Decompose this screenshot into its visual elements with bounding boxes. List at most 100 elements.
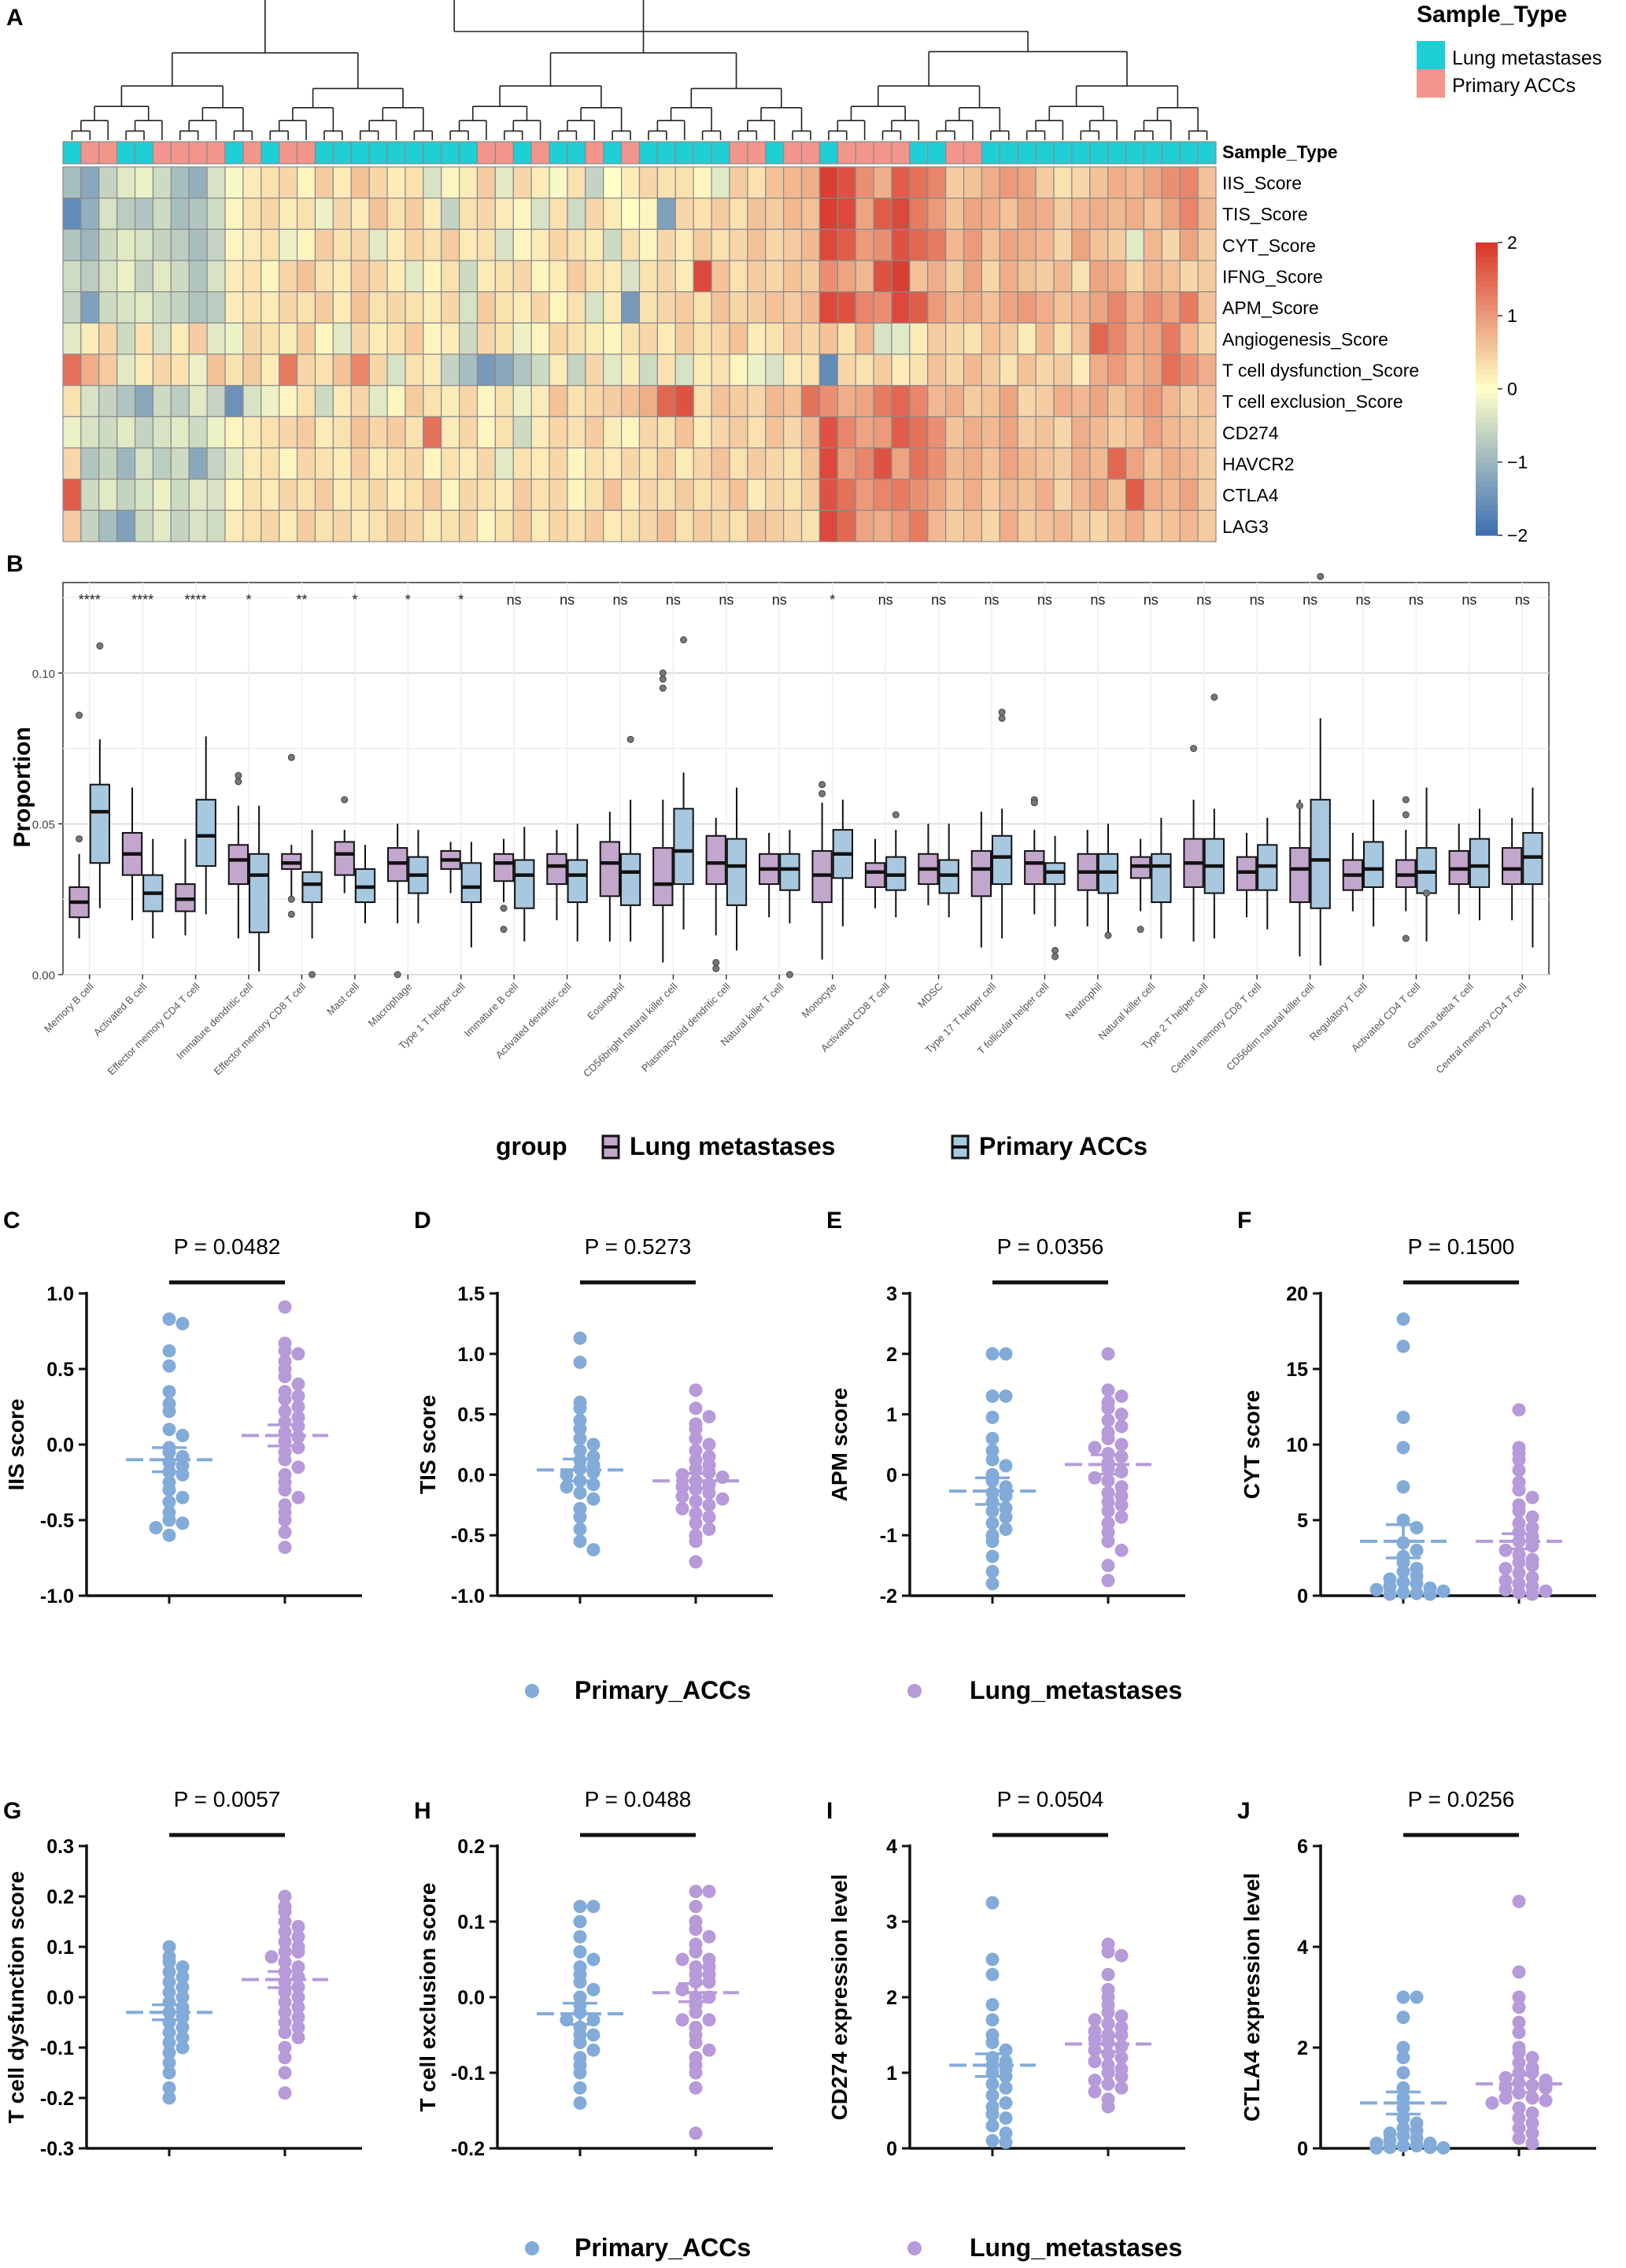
data-point (176, 2030, 190, 2044)
heatmap-cell (783, 416, 803, 449)
heatmap-cell (674, 447, 694, 480)
y-tick-label: 1.0 (46, 1283, 74, 1305)
heatmap-cell (261, 509, 280, 542)
box-iqr (493, 853, 515, 882)
heatmap-cell (711, 198, 730, 230)
data-point (1512, 2111, 1526, 2126)
significance-label: * (405, 592, 411, 608)
heatmap-cell (1053, 416, 1073, 449)
heatmap-cell (314, 479, 334, 511)
heatmap-cell (837, 228, 856, 261)
heatmap-cell (170, 291, 190, 324)
heatmap-cell (1179, 385, 1199, 417)
data-point (586, 1900, 601, 1914)
data-point (291, 2030, 305, 2044)
data-point (1396, 2139, 1410, 2153)
heatmap-cell (98, 166, 118, 199)
heatmap-cell (1179, 416, 1199, 449)
data-point (573, 2081, 587, 2095)
heatmap-cell (783, 509, 803, 542)
data-point (278, 1944, 292, 1959)
heatmap-cell (891, 322, 911, 355)
data-point (702, 2013, 716, 2027)
data-point (278, 2040, 292, 2055)
data-point (278, 2086, 292, 2100)
box-iqr (567, 859, 588, 904)
box-iqr (301, 871, 323, 904)
heatmap-cell (963, 353, 983, 387)
data-point (278, 1452, 292, 1467)
data-point (1101, 1534, 1115, 1548)
heatmap-cell (981, 416, 1000, 449)
heatmap-cell (224, 166, 244, 199)
p-value-label: P = 0.1500 (1408, 1234, 1515, 1259)
heatmap-cell (819, 416, 838, 449)
heatmap-cell (927, 166, 947, 199)
heatmap-cell (279, 479, 298, 511)
heatmap-cell (819, 385, 838, 417)
box-iqr (514, 859, 535, 909)
heatmap-cell (891, 385, 911, 417)
color-scale-segment (1476, 481, 1498, 487)
heatmap-cell (855, 228, 874, 261)
heatmap-cell (405, 198, 424, 230)
annotation-cell (999, 141, 1018, 165)
heatmap-cell (783, 260, 803, 293)
significance-label: ns (1303, 592, 1317, 608)
heatmap-cell (494, 509, 514, 542)
heatmap-cell (981, 479, 1000, 511)
heatmap-cell (80, 447, 100, 480)
data-point (1499, 2091, 1513, 2105)
legend-item-primary: Primary_ACCs (575, 2233, 751, 2262)
heatmap-cell (98, 291, 118, 324)
heatmap-cell (927, 353, 947, 387)
heatmap-cell (729, 260, 748, 293)
heatmap-cell (1071, 228, 1091, 261)
heatmap-cell (134, 447, 154, 480)
data-point (291, 1400, 305, 1414)
box-outlier (892, 811, 900, 819)
data-point (1396, 1339, 1410, 1353)
heatmap-cell (423, 228, 442, 261)
heatmap-cell (1197, 479, 1217, 511)
box-iqr (864, 862, 886, 888)
color-scale-segment (1476, 325, 1498, 331)
box-outlier (626, 735, 634, 743)
box-outlier (394, 971, 401, 979)
heatmap-cell (638, 353, 658, 387)
heatmap-cell (1035, 447, 1055, 480)
heatmap-cell (134, 228, 154, 261)
data-point (1525, 1510, 1539, 1524)
heatmap-cell (279, 509, 298, 542)
data-point (1101, 1944, 1115, 1959)
heatmap-cell (1107, 479, 1127, 511)
heatmap-cell (1053, 198, 1073, 230)
annotation-cell (567, 141, 586, 165)
color-scale-segment (1476, 350, 1498, 356)
heatmap-cell (567, 479, 586, 511)
box-outlier (500, 905, 508, 912)
color-scale-segment (1476, 310, 1498, 316)
box-outlier (1402, 796, 1410, 804)
data-point (149, 1521, 163, 1535)
box-outlier (1295, 801, 1303, 809)
data-point (1512, 1585, 1526, 1600)
heatmap-cell (261, 322, 280, 355)
heatmap-cell (441, 447, 460, 480)
heatmap-cell (891, 353, 911, 387)
box-outlier (1104, 931, 1112, 939)
heatmap-cell (693, 416, 712, 449)
heatmap-cell (350, 447, 370, 480)
heatmap-cell (458, 509, 479, 542)
heatmap-panel: Sample_Type IIS_ScoreTIS_ScoreCYT_ScoreI… (62, 0, 1602, 546)
heatmap-cell (999, 385, 1018, 417)
heatmap-cell (1197, 260, 1217, 293)
data-point (1101, 1347, 1115, 1361)
heatmap-cell (368, 260, 388, 293)
box-outlier (500, 926, 508, 934)
heatmap-cell (458, 166, 479, 199)
heatmap-cell (530, 260, 550, 293)
heatmap-cell (909, 353, 929, 387)
data-point (278, 1300, 292, 1314)
heatmap-cell (279, 166, 298, 199)
